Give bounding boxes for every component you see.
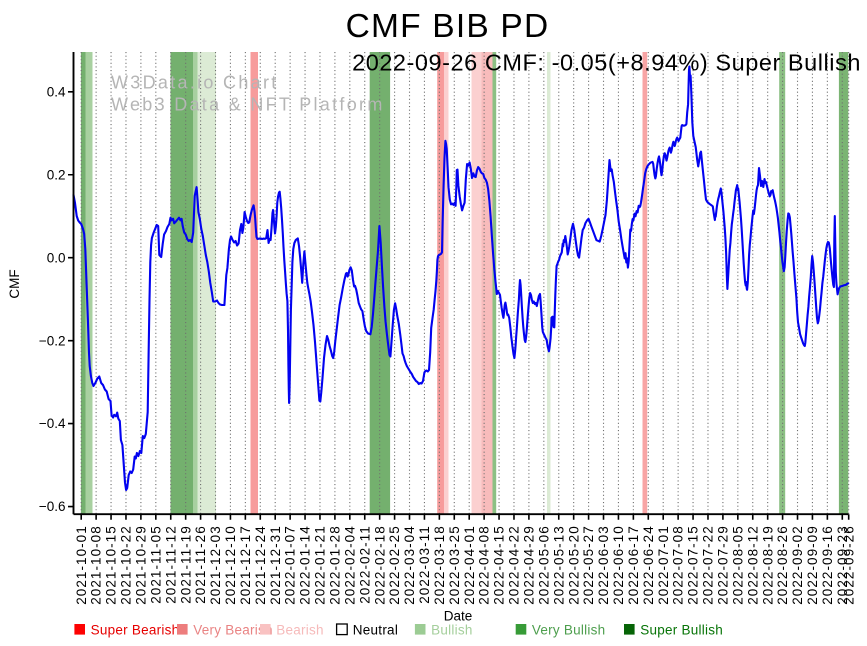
svg-text:2022-08-12: 2022-08-12 [745,525,760,605]
svg-text:2021-10-22: 2021-10-22 [119,525,134,605]
svg-text:Super Bullish: Super Bullish [640,622,723,637]
svg-text:2021-12-03: 2021-12-03 [208,525,223,605]
svg-text:2022-06-24: 2022-06-24 [641,525,656,605]
svg-text:2021-12-31: 2021-12-31 [268,525,283,605]
svg-text:2022-07-08: 2022-07-08 [671,525,686,605]
svg-text:2022-06-17: 2022-06-17 [626,525,641,605]
svg-text:2022-04-15: 2022-04-15 [492,525,507,605]
svg-text:0.0: 0.0 [47,250,66,265]
svg-text:2021-10-15: 2021-10-15 [104,525,119,605]
svg-text:2021-11-19: 2021-11-19 [178,525,193,604]
svg-text:0.4: 0.4 [47,84,66,99]
svg-text:−0.4: −0.4 [39,416,66,431]
svg-text:CMF: CMF [7,269,22,298]
svg-text:2022-01-21: 2022-01-21 [313,525,328,605]
svg-text:2022-05-06: 2022-05-06 [536,525,551,605]
svg-text:2022-07-29: 2022-07-29 [716,525,731,605]
svg-text:2022-03-25: 2022-03-25 [447,525,462,605]
svg-text:2021-10-29: 2021-10-29 [133,525,148,605]
svg-text:2022-09-09: 2022-09-09 [805,525,820,605]
svg-text:0.2: 0.2 [47,167,66,182]
svg-text:2022-02-18: 2022-02-18 [372,525,387,605]
svg-text:2022-04-01: 2022-04-01 [462,525,477,605]
svg-text:2021-11-12: 2021-11-12 [163,525,178,604]
svg-text:2021-12-10: 2021-12-10 [223,525,238,605]
svg-text:2022-01-14: 2022-01-14 [298,525,313,605]
svg-text:2022-06-10: 2022-06-10 [611,525,626,605]
svg-text:2022-09-02: 2022-09-02 [790,525,805,605]
svg-text:W3Data.io Chart: W3Data.io Chart [111,73,279,93]
svg-text:2022-05-20: 2022-05-20 [566,525,581,605]
svg-text:2022-03-18: 2022-03-18 [432,525,447,605]
svg-text:2022-05-27: 2022-05-27 [581,525,596,605]
svg-text:2022-02-11: 2022-02-11 [357,525,372,604]
svg-text:2022-04-22: 2022-04-22 [507,525,522,605]
svg-text:2022-09-26 CMF: -0.05(+8.94%): 2022-09-26 CMF: -0.05(+8.94%) Super Bull… [352,50,861,76]
svg-text:Neutral: Neutral [353,622,398,637]
svg-text:2022-09-26: 2022-09-26 [841,525,856,605]
svg-text:2022-07-15: 2022-07-15 [686,525,701,605]
svg-text:Bearish: Bearish [276,622,324,637]
svg-text:2021-12-17: 2021-12-17 [238,525,253,605]
svg-text:2022-08-19: 2022-08-19 [760,525,775,605]
svg-text:2022-07-22: 2022-07-22 [701,525,716,605]
svg-text:2022-04-08: 2022-04-08 [477,525,492,605]
svg-text:2022-07-01: 2022-07-01 [656,525,671,605]
svg-text:2022-09-23: 2022-09-23 [835,525,850,605]
svg-text:Web3 Data & NFT Platform: Web3 Data & NFT Platform [111,95,385,115]
svg-text:2022-02-25: 2022-02-25 [387,525,402,605]
svg-text:2021-12-24: 2021-12-24 [253,525,268,605]
svg-text:Super Bearish: Super Bearish [91,622,180,637]
svg-text:Very Bullish: Very Bullish [532,622,606,637]
svg-text:2022-03-04: 2022-03-04 [402,525,417,605]
svg-text:Very Bearish: Very Bearish [193,622,273,637]
svg-text:2021-11-26: 2021-11-26 [193,525,208,604]
svg-text:−0.6: −0.6 [39,499,66,514]
svg-text:CMF BIB PD: CMF BIB PD [346,8,550,45]
svg-text:Bullish: Bullish [431,622,473,637]
svg-text:2022-06-03: 2022-06-03 [596,525,611,605]
svg-text:2022-02-04: 2022-02-04 [342,525,357,605]
svg-text:2022-03-11: 2022-03-11 [417,525,432,604]
svg-text:2021-10-01: 2021-10-01 [74,525,89,605]
svg-text:Date: Date [444,609,473,624]
svg-text:2022-09-16: 2022-09-16 [820,525,835,605]
svg-text:2022-08-05: 2022-08-05 [730,525,745,605]
svg-text:2022-01-28: 2022-01-28 [328,525,343,605]
svg-text:−0.2: −0.2 [39,333,66,348]
svg-text:2022-01-07: 2022-01-07 [283,525,298,605]
svg-text:2022-05-13: 2022-05-13 [551,525,566,605]
svg-text:2021-11-05: 2021-11-05 [148,525,163,604]
svg-text:2022-04-29: 2022-04-29 [522,525,537,605]
svg-text:2021-10-08: 2021-10-08 [89,525,104,605]
svg-text:2022-08-26: 2022-08-26 [775,525,790,605]
